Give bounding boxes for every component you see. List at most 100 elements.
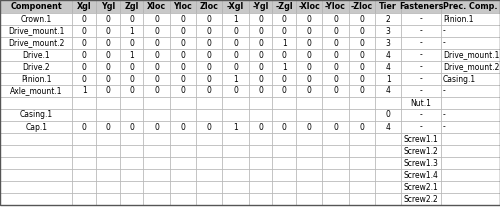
Bar [144,25,170,37]
Text: -: - [420,26,422,35]
Bar [0,133,72,145]
Bar [248,73,272,85]
Bar [375,133,402,145]
Bar [296,97,322,109]
Text: 0: 0 [307,14,312,24]
Bar [402,97,441,109]
Bar [72,133,96,145]
Text: Axle_mount.1: Axle_mount.1 [10,87,62,96]
Bar [348,169,375,181]
Bar [441,145,500,157]
Bar [272,25,296,37]
Text: -: - [443,122,446,131]
Bar [120,193,144,205]
Text: 0: 0 [360,38,364,47]
Bar [0,97,72,109]
Text: 0: 0 [154,50,159,59]
Text: 0: 0 [360,63,364,71]
Bar [72,121,96,133]
Bar [375,85,402,97]
Bar [348,157,375,169]
Text: 0: 0 [180,75,186,84]
Bar [348,193,375,205]
Text: 0: 0 [106,63,110,71]
Bar [196,169,222,181]
Bar [248,13,272,25]
Bar [248,49,272,61]
Text: 0: 0 [258,26,263,35]
Text: 0: 0 [180,122,186,131]
Bar [248,121,272,133]
Bar [348,49,375,61]
Text: -Xloc: -Xloc [298,2,320,11]
Bar [170,169,196,181]
Text: 0: 0 [360,122,364,131]
Bar [72,193,96,205]
Bar [441,157,500,169]
Text: 0: 0 [129,122,134,131]
Bar [222,181,248,193]
Bar [348,13,375,25]
Bar [322,37,348,49]
Bar [375,25,402,37]
Bar [144,193,170,205]
Text: 0: 0 [233,87,238,96]
Text: 0: 0 [154,87,159,96]
Bar [96,49,120,61]
Bar [441,121,500,133]
Bar [144,109,170,121]
Text: Screw2.1: Screw2.1 [404,182,438,192]
Text: 0: 0 [386,110,390,119]
Bar [248,0,272,13]
Bar [322,193,348,205]
Bar [272,49,296,61]
Bar [222,157,248,169]
Bar [375,73,402,85]
Bar [296,61,322,73]
Text: Tier: Tier [379,2,397,11]
Text: 0: 0 [82,75,86,84]
Bar [248,145,272,157]
Bar [272,37,296,49]
Bar [322,49,348,61]
Text: 0: 0 [333,63,338,71]
Bar [222,85,248,97]
Text: -: - [420,63,422,71]
Text: 3: 3 [386,38,390,47]
Text: Zloc: Zloc [200,2,218,11]
Bar [96,73,120,85]
Bar [348,121,375,133]
Bar [222,169,248,181]
Bar [322,133,348,145]
Bar [222,0,248,13]
Bar [196,73,222,85]
Bar [375,13,402,25]
Bar [348,85,375,97]
Text: 0: 0 [360,75,364,84]
Bar [402,85,441,97]
Bar [170,37,196,49]
Text: 1: 1 [386,75,390,84]
Bar [375,97,402,109]
Bar [120,133,144,145]
Text: 0: 0 [180,50,186,59]
Bar [0,169,72,181]
Text: -: - [420,14,422,24]
Bar [0,13,72,25]
Text: 2: 2 [386,14,390,24]
Bar [222,145,248,157]
Bar [96,85,120,97]
Text: 0: 0 [233,38,238,47]
Text: 0: 0 [360,14,364,24]
Bar [322,13,348,25]
Bar [0,85,72,97]
Text: 0: 0 [154,38,159,47]
Bar [170,73,196,85]
Bar [375,169,402,181]
Bar [272,157,296,169]
Bar [402,0,441,13]
Bar [0,0,72,13]
Text: 0: 0 [282,122,286,131]
Bar [196,49,222,61]
Bar [222,37,248,49]
